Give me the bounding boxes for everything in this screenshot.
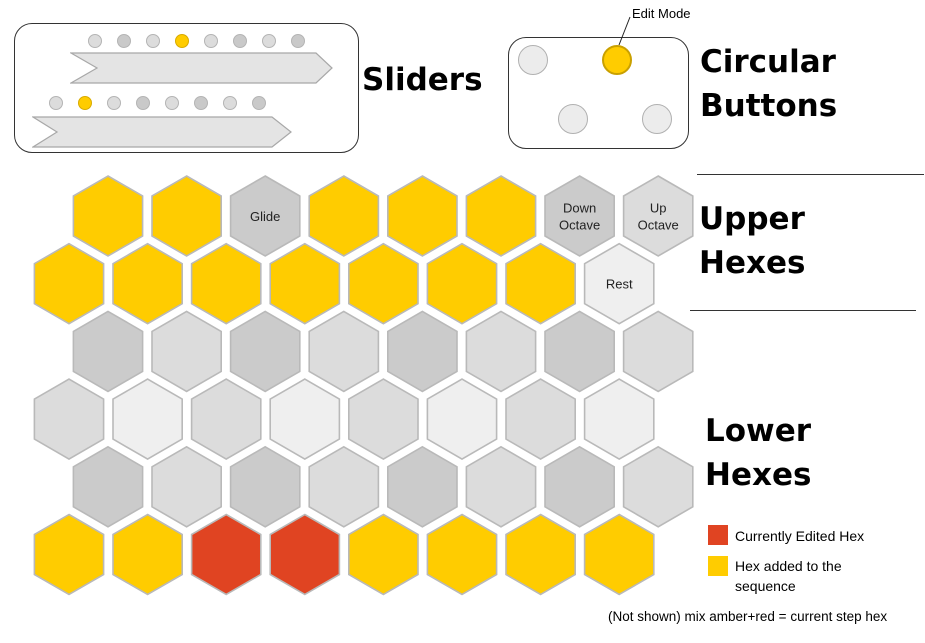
upper-hex-amber[interactable] — [465, 175, 537, 257]
lower-hex-gray[interactable] — [544, 445, 616, 528]
lower-hex-red[interactable] — [269, 513, 341, 596]
lower-hex-light[interactable] — [190, 378, 262, 461]
slider-arrow-bottom[interactable] — [32, 116, 302, 148]
lower-hex-light[interactable] — [151, 310, 222, 393]
hex-label: Glide — [250, 209, 280, 224]
upper-hex-amber[interactable] — [505, 242, 577, 325]
upper-hex-amber[interactable] — [151, 175, 222, 257]
slider-1-step-dot[interactable] — [117, 34, 131, 48]
lower-hex-amber[interactable] — [33, 513, 105, 596]
lower-hex-amber[interactable] — [583, 513, 655, 596]
upper-hexes-heading: Upper Hexes — [699, 201, 806, 281]
circular-button[interactable] — [642, 104, 672, 134]
lower-hex-white[interactable] — [112, 378, 183, 461]
upper-hex-amber[interactable] — [386, 175, 458, 257]
upper-hex-white[interactable] — [583, 242, 655, 325]
lower-hex-red[interactable] — [190, 513, 262, 596]
lower-hex-light[interactable] — [151, 445, 222, 528]
slider-2-step-dot[interactable] — [165, 96, 179, 110]
lower-hex-light[interactable] — [505, 378, 577, 461]
slider-1-step-dot[interactable] — [262, 34, 276, 48]
lower-hex-amber[interactable] — [112, 513, 183, 596]
slider-2-step-dot[interactable] — [136, 96, 150, 110]
lower-hex-light[interactable] — [308, 445, 380, 528]
lower-hex-amber[interactable] — [505, 513, 577, 596]
lower-hex-gray[interactable] — [72, 445, 144, 528]
lower-hex-light[interactable] — [347, 378, 419, 461]
slider-2-step-dot[interactable] — [78, 96, 92, 110]
lower-hex-light[interactable] — [465, 310, 537, 393]
slider-1-step-dot[interactable] — [204, 34, 218, 48]
lower-hex-gray[interactable] — [544, 310, 616, 393]
circular-buttons-heading: Circular Buttons — [700, 44, 838, 124]
footnote: (Not shown) mix amber+red = current step… — [608, 609, 888, 624]
hex-label: Up Octave — [638, 201, 679, 233]
lower-hex-light[interactable] — [465, 445, 537, 528]
lower-hex-amber[interactable] — [347, 513, 419, 596]
legend-label-sequence: Hex added to the sequence — [735, 558, 842, 594]
upper-hex-amber[interactable] — [347, 242, 419, 325]
sliders-heading: Sliders — [362, 62, 483, 98]
lower-hex-gray[interactable] — [386, 445, 458, 528]
lower-hex-gray[interactable] — [229, 310, 301, 393]
hex-label: Down Octave — [559, 201, 600, 233]
lower-hex-gray[interactable] — [72, 310, 144, 393]
lower-hex-light[interactable] — [622, 445, 694, 528]
slider-arrow-top[interactable] — [70, 52, 350, 84]
hex-label: Rest — [606, 277, 633, 292]
lower-hex-amber[interactable] — [426, 513, 498, 596]
upper-hex-amber[interactable] — [426, 242, 498, 325]
lower-hex-gray[interactable] — [386, 310, 458, 393]
lower-hex-white[interactable] — [426, 378, 498, 461]
circular-button[interactable] — [518, 45, 548, 75]
slider-2-step-dot[interactable] — [49, 96, 63, 110]
divider-bottom — [690, 310, 916, 311]
upper-hex-gray[interactable] — [544, 175, 616, 257]
upper-hex-amber[interactable] — [112, 242, 183, 325]
lower-hex-light[interactable] — [308, 310, 380, 393]
legend-label-edited: Currently Edited Hex — [735, 528, 865, 544]
lower-hexes-heading: Lower Hexes — [705, 413, 812, 493]
slider-1-step-dot[interactable] — [146, 34, 160, 48]
slider-1-step-dot[interactable] — [291, 34, 305, 48]
legend-swatch-sequence — [708, 556, 728, 576]
slider-1-step-dot[interactable] — [233, 34, 247, 48]
upper-hex-amber[interactable] — [33, 242, 105, 325]
edit-mode-pointer — [618, 16, 631, 46]
upper-hex-amber[interactable] — [308, 175, 380, 257]
circular-button[interactable] — [558, 104, 588, 134]
lower-hex-white[interactable] — [583, 378, 655, 461]
divider-top — [697, 174, 924, 175]
upper-hex-light[interactable] — [622, 175, 694, 257]
edit-mode-label: Edit Mode — [632, 6, 691, 21]
upper-hex-amber[interactable] — [190, 242, 262, 325]
circular-button-edit-mode[interactable] — [602, 45, 632, 75]
slider-2-step-dot[interactable] — [107, 96, 121, 110]
slider-1-step-dot[interactable] — [88, 34, 102, 48]
slider-2-step-dot[interactable] — [194, 96, 208, 110]
upper-hex-gray[interactable] — [229, 175, 301, 257]
legend-swatch-edited — [708, 525, 728, 545]
upper-hex-amber[interactable] — [269, 242, 341, 325]
slider-2-step-dot[interactable] — [252, 96, 266, 110]
lower-hex-light[interactable] — [33, 378, 105, 461]
lower-hex-white[interactable] — [269, 378, 341, 461]
slider-2-step-dot[interactable] — [223, 96, 237, 110]
lower-hex-light[interactable] — [622, 310, 694, 393]
lower-hex-gray[interactable] — [229, 445, 301, 528]
upper-hex-amber[interactable] — [72, 175, 144, 257]
slider-1-step-dot[interactable] — [175, 34, 189, 48]
